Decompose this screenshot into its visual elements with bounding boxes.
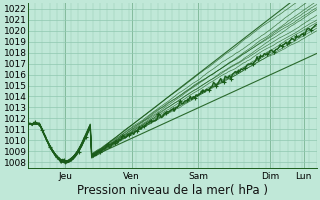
X-axis label: Pression niveau de la mer( hPa ): Pression niveau de la mer( hPa ) bbox=[77, 184, 268, 197]
